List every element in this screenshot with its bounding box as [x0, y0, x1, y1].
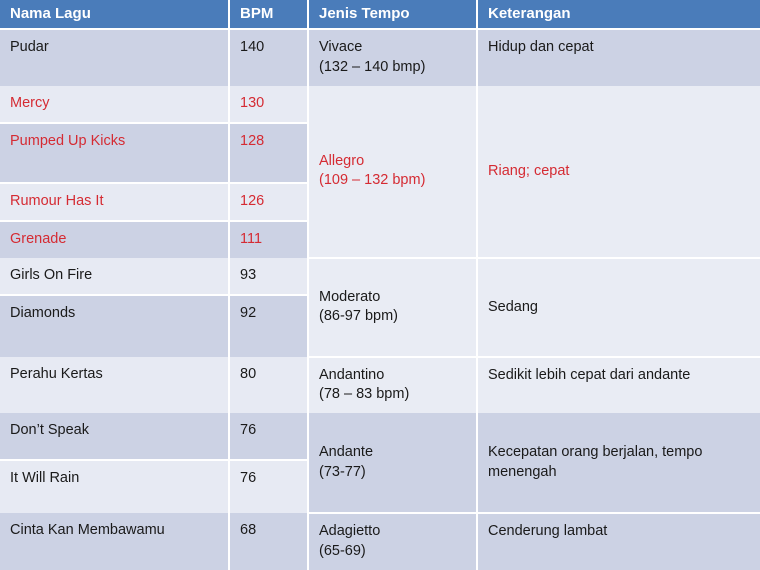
table-row[interactable]: Mercy 130 Allegro (109 – 132 bpm) Riang;… — [0, 85, 760, 260]
cell-bpm: 80 — [229, 356, 309, 414]
table-row[interactable]: Don’t Speak 76 Andante (73-77) Kecepatan… — [0, 413, 760, 515]
table-row[interactable]: Perahu Kertas 80 Andantino (78 – 83 bpm)… — [0, 356, 760, 414]
table-row[interactable]: Diamonds 92 — [0, 295, 760, 357]
cell-bpm: 130 — [229, 85, 309, 124]
cell-bpm: 140 — [229, 29, 309, 86]
cell-keterangan: Riang; cepat — [477, 85, 760, 260]
column-header-bpm[interactable]: BPM — [229, 0, 309, 30]
table-row[interactable]: Girls On Fire 93 Moderato (86-97 bpm) Se… — [0, 258, 760, 358]
table-header: Nama Lagu BPM Jenis Tempo Keterangan — [0, 0, 760, 30]
table-row[interactable]: Pumped Up Kicks 128 — [0, 122, 760, 185]
tempo-group-andantino: Perahu Kertas 80 Andantino (78 – 83 bpm)… — [0, 356, 760, 414]
tempo-range: (109 – 132 bpm) — [319, 172, 426, 189]
cell-nama-lagu: Girls On Fire — [0, 258, 230, 296]
column-header-jenis-tempo[interactable]: Jenis Tempo — [308, 0, 478, 30]
tempo-group-moderato: Girls On Fire 93 Moderato (86-97 bpm) Se… — [0, 258, 760, 358]
tempo-name: Andantino — [319, 366, 385, 383]
cell-nama-lagu: Rumour Has It — [0, 183, 230, 223]
tempo-range: (132 – 140 bmp) — [319, 58, 426, 75]
table-row[interactable]: Rumour Has It 126 — [0, 183, 760, 223]
cell-nama-lagu: Pumped Up Kicks — [0, 122, 230, 185]
cell-bpm: 68 — [229, 513, 309, 570]
cell-nama-lagu: Diamonds — [0, 295, 230, 357]
tempo-name: Moderato — [319, 288, 381, 305]
table-row[interactable]: Pudar 140 Vivace (132 – 140 bmp) Hidup d… — [0, 29, 760, 86]
column-header-keterangan[interactable]: Keterangan — [477, 0, 760, 30]
tempo-group-vivace: Pudar 140 Vivace (132 – 140 bmp) Hidup d… — [0, 29, 760, 86]
table-row[interactable]: Grenade 111 — [0, 221, 760, 259]
cell-bpm: 76 — [229, 459, 309, 514]
cell-keterangan: Cenderung lambat — [477, 513, 760, 570]
cell-jenis-tempo: Vivace (132 – 140 bmp) — [308, 29, 478, 86]
cell-jenis-tempo: Allegro (109 – 132 bpm) — [308, 85, 478, 260]
cell-keterangan: Sedikit lebih cepat dari andante — [477, 356, 760, 414]
table-row[interactable]: Cinta Kan Membawamu 68 Adagietto (65-69)… — [0, 513, 760, 570]
cell-bpm: 93 — [229, 258, 309, 296]
cell-keterangan: Kecepatan orang berjalan, tempo menengah — [477, 413, 760, 515]
cell-bpm: 111 — [229, 221, 309, 259]
cell-nama-lagu: Perahu Kertas — [0, 356, 230, 414]
tempo-range: (86-97 bpm) — [319, 308, 398, 325]
cell-keterangan: Hidup dan cepat — [477, 29, 760, 86]
tempo-group-adagietto: Cinta Kan Membawamu 68 Adagietto (65-69)… — [0, 513, 760, 570]
tempo-name: Andante — [319, 444, 374, 461]
cell-jenis-tempo: Moderato (86-97 bpm) — [308, 258, 478, 358]
table-row[interactable]: It Will Rain 76 — [0, 459, 760, 514]
cell-bpm: 126 — [229, 183, 309, 223]
cell-jenis-tempo: Andantino (78 – 83 bpm) — [308, 356, 478, 414]
tempo-group-andante: Don’t Speak 76 Andante (73-77) Kecepatan… — [0, 413, 760, 515]
tempo-name: Adagietto — [319, 523, 381, 540]
cell-nama-lagu: Don’t Speak — [0, 413, 230, 461]
tempo-range: (73-77) — [319, 463, 366, 480]
cell-nama-lagu: Cinta Kan Membawamu — [0, 513, 230, 570]
tempo-range: (78 – 83 bpm) — [319, 386, 410, 403]
cell-jenis-tempo: Adagietto (65-69) — [308, 513, 478, 570]
cell-bpm: 76 — [229, 413, 309, 461]
cell-jenis-tempo: Andante (73-77) — [308, 413, 478, 515]
header-row: Nama Lagu BPM Jenis Tempo Keterangan — [0, 0, 760, 30]
cell-nama-lagu: It Will Rain — [0, 459, 230, 514]
cell-nama-lagu: Grenade — [0, 221, 230, 259]
tempo-range: (65-69) — [319, 542, 366, 559]
cell-nama-lagu: Pudar — [0, 29, 230, 86]
column-header-nama-lagu[interactable]: Nama Lagu — [0, 0, 230, 30]
cell-nama-lagu: Mercy — [0, 85, 230, 124]
tempo-group-allegro: Mercy 130 Allegro (109 – 132 bpm) Riang;… — [0, 85, 760, 260]
cell-bpm: 128 — [229, 122, 309, 185]
cell-bpm: 92 — [229, 295, 309, 357]
cell-keterangan: Sedang — [477, 258, 760, 358]
tempo-name: Allegro — [319, 152, 365, 169]
tempo-name: Vivace — [319, 39, 363, 55]
